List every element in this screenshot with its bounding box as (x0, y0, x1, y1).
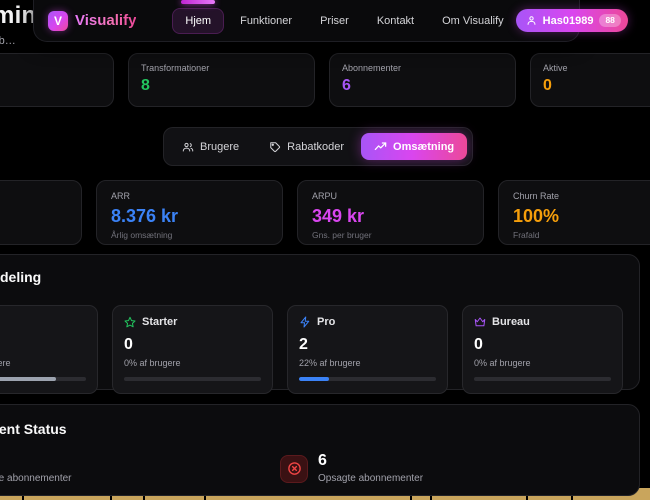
stats-row: Transformationer 8 Abonnementer 6 Aktive… (0, 53, 650, 107)
plan-count: 0 (474, 336, 483, 353)
nav-link-om-visualify[interactable]: Om Visualify (442, 14, 504, 27)
tab-label: Rabatkoder (287, 140, 345, 153)
plan-percent-text: 78% af brugere (0, 358, 11, 368)
plan-card-starter: Starter 0 0% af brugere (112, 305, 273, 394)
crown-icon (474, 316, 486, 328)
plan-count: 7 (0, 336, 86, 354)
subscription-status-panel: …onnement Status 0 Aktive abonnementer (0, 404, 640, 496)
brand[interactable]: V Visualify (48, 10, 137, 31)
plan-percent-text: 0% af brugere (124, 358, 181, 368)
user-badge-count: 88 (599, 14, 621, 27)
revenue-label: ARR (111, 191, 131, 201)
status-item-cancelled: 6 Opsagte abonnementer (280, 453, 621, 484)
stat-card-transformationer: Transformationer 8 (128, 53, 315, 107)
plan-count: 2 (299, 336, 308, 353)
revenue-label: MRR (0, 191, 67, 201)
revenue-label: Churn Rate (513, 191, 560, 201)
user-name: Has01989 (542, 14, 594, 27)
tag-icon (269, 141, 281, 153)
plan-card-gratis: Gratis 7 78% af brugere (0, 305, 98, 394)
stat-card-abonnementer: Abonnementer 6 (329, 53, 516, 107)
revenue-sub: Frafald (513, 230, 540, 240)
tab-switcher: Brugere Rabatkoder Omsætning (163, 127, 474, 166)
status-label: Opsagte abonnementer (318, 473, 424, 484)
stat-value: 8 (141, 77, 150, 94)
revenue-sub: Årlig omsætning (111, 230, 173, 240)
trending-up-icon (374, 140, 387, 153)
bolt-icon (299, 316, 311, 328)
user-icon (526, 15, 537, 26)
distribution-title: …ugerfordeling (0, 269, 42, 285)
revenue-card-churn: Churn Rate 100% Frafald (498, 180, 650, 245)
plan-name: Starter (142, 316, 178, 328)
plan-progress-track (124, 377, 261, 381)
plan-percent-text: 0% af brugere (474, 358, 531, 368)
stat-label: Abonnementer (342, 63, 402, 73)
status-item-active: 0 Aktive abonnementer (0, 453, 280, 484)
tab-label: Brugere (200, 140, 240, 153)
page-title: …dmin (0, 2, 37, 29)
plan-count: 0 (124, 336, 133, 353)
revenue-card-mrr: MRR …8 kr …lig omsætning (0, 180, 82, 245)
distribution-panel: …ugerfordeling Gratis 7 78% af brugere (0, 254, 640, 394)
user-menu-button[interactable]: Has01989 88 (515, 9, 628, 32)
nav-link-hjem[interactable]: Hjem (172, 7, 225, 34)
plan-card-bureau: Bureau 0 0% af brugere (462, 305, 623, 394)
x-circle-icon (280, 454, 308, 483)
nav-link-funktioner[interactable]: Funktioner (240, 14, 293, 27)
plan-card-pro: Pro 2 22% af brugere (287, 305, 448, 394)
revenue-sub: …lig omsætning (0, 230, 67, 240)
users-icon (182, 141, 194, 153)
status-count: 6 (318, 452, 327, 469)
status-label: Aktive abonnementer (0, 473, 72, 484)
revenue-value: …8 kr (0, 207, 67, 225)
revenue-label: ARPU (312, 191, 338, 201)
stat-label: Aktive (543, 63, 568, 73)
tab-label: Omsætning (393, 140, 455, 153)
page-subtitle: …nistrer b… (0, 35, 16, 47)
plan-progress-track (299, 377, 436, 381)
plan-percent-text: 22% af brugere (299, 358, 361, 368)
plan-progress-track (0, 377, 86, 381)
revenue-card-arr: ARR 8.376 kr Årlig omsætning (96, 180, 283, 245)
tab-rabatkoder[interactable]: Rabatkoder (256, 133, 357, 160)
subscription-status-title: …onnement Status (0, 421, 67, 437)
plan-progress-fill (0, 377, 56, 381)
plan-name: Pro (317, 316, 336, 328)
nav-link-priser[interactable]: Priser (320, 14, 349, 27)
revenue-metrics-row: MRR …8 kr …lig omsætning ARR 8.376 kr År… (0, 180, 650, 245)
stat-card-aktive: Aktive 0 (530, 53, 650, 107)
brand-name: Visualify (75, 12, 137, 29)
revenue-value: 100% (513, 206, 560, 226)
nav-link-kontakt[interactable]: Kontakt (376, 14, 415, 27)
tab-omsaetning[interactable]: Omsætning (361, 133, 468, 160)
stat-label: Transformationer (141, 63, 210, 73)
plan-cards-row: Gratis 7 78% af brugere Starter (0, 305, 623, 394)
stat-value: 6 (342, 77, 351, 94)
revenue-value: 349 kr (312, 206, 365, 226)
stat-value: 0 (543, 77, 552, 94)
logo-icon: V (48, 10, 68, 31)
revenue-sub: Gns. per bruger (312, 230, 372, 240)
nav-links: Hjem Funktioner Priser Kontakt Om Visual… (172, 7, 515, 34)
stat-card (0, 53, 114, 107)
status-count: 0 (0, 453, 72, 469)
tab-brugere[interactable]: Brugere (169, 133, 252, 160)
plan-name: Bureau (492, 316, 530, 328)
plan-progress-track (474, 377, 611, 381)
revenue-card-arpu: ARPU 349 kr Gns. per bruger (297, 180, 484, 245)
revenue-value: 8.376 kr (111, 206, 179, 226)
star-icon (124, 316, 136, 328)
navbar: V Visualify Hjem Funktioner Priser Konta… (33, 0, 628, 42)
subscription-status-row: 0 Aktive abonnementer 6 Opsagte abonneme… (0, 453, 621, 485)
plan-progress-fill (299, 377, 330, 381)
page-heading-block: …dmin …nistrer b… (0, 2, 36, 47)
